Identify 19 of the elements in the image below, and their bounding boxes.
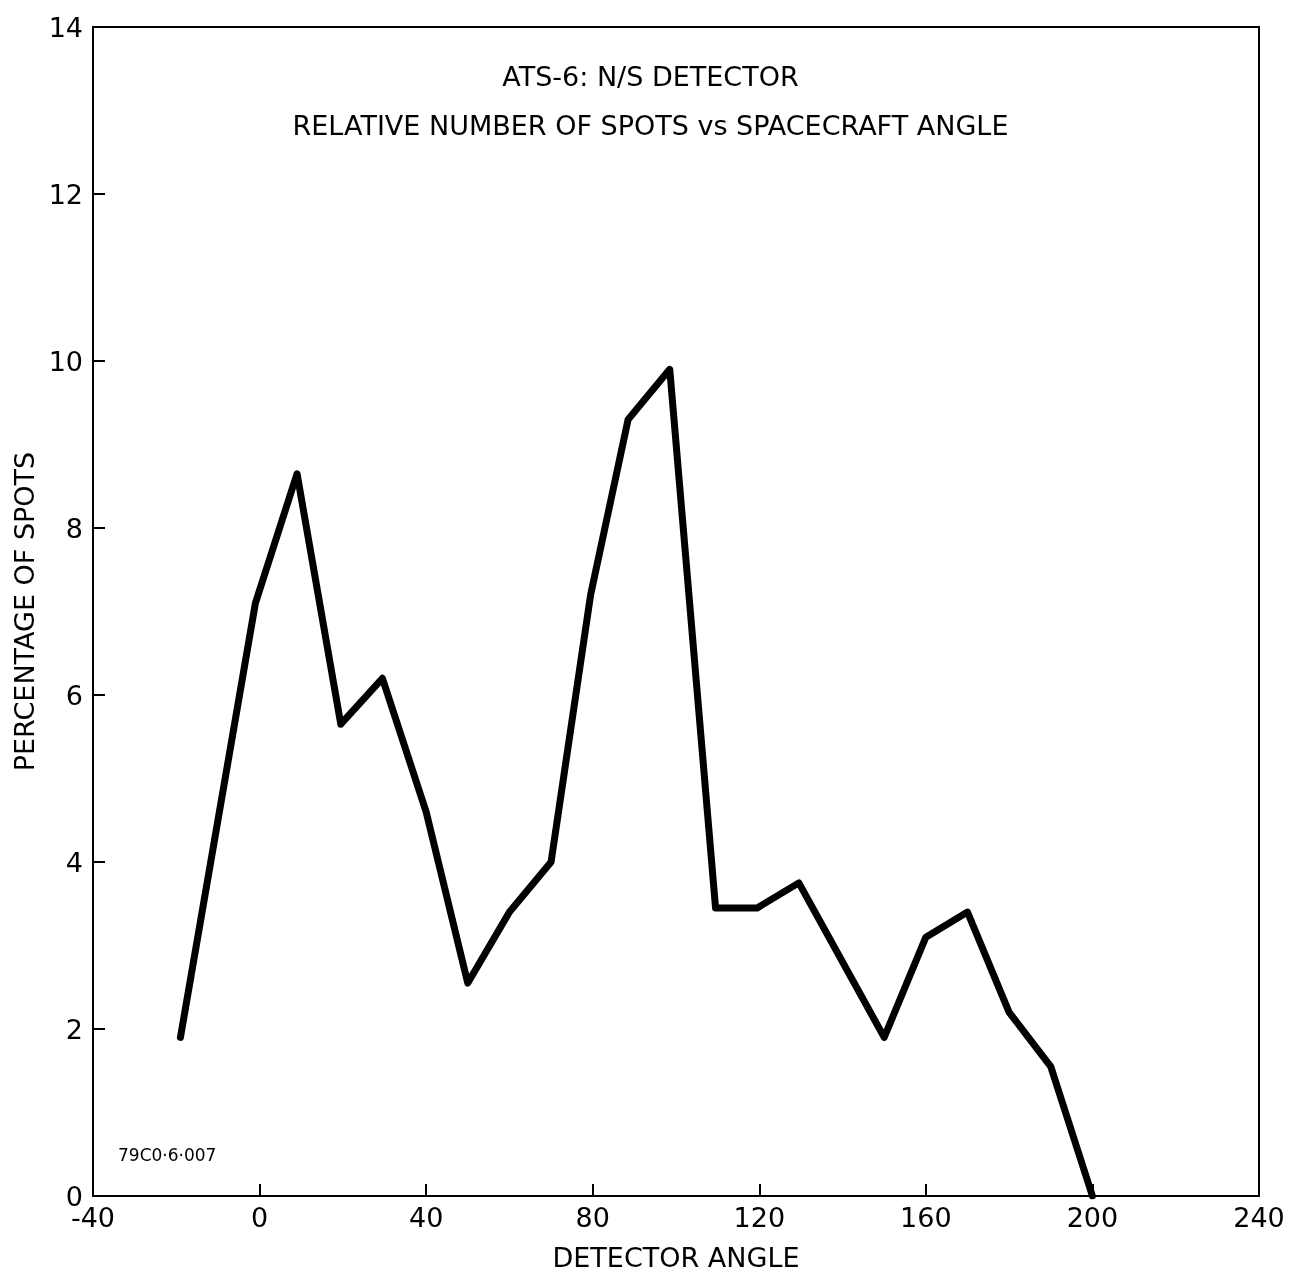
y-tick-label: 6 — [65, 679, 83, 711]
y-tick-label: 10 — [48, 345, 83, 377]
x-tick-label: 160 — [900, 1202, 952, 1233]
y-tick-label: 8 — [65, 512, 83, 544]
y-tick-label: 4 — [65, 846, 83, 878]
annotation: 79C0·6·007 — [118, 1144, 217, 1165]
y-tick-label: 14 — [48, 11, 83, 43]
y-tick-label: 2 — [65, 1013, 83, 1045]
x-tick-label: 120 — [733, 1202, 786, 1233]
x-tick-label: 240 — [1233, 1202, 1285, 1233]
x-tick-label: 40 — [408, 1202, 444, 1233]
x-tick-label: 0 — [250, 1202, 269, 1233]
x-axis-title: DETECTOR ANGLE — [552, 1242, 800, 1273]
text: ATS-6: N/S DETECTOR — [502, 61, 799, 92]
text: RELATIVE NUMBER OF SPOTS vs SPACECRAFT ANGLE — [292, 110, 1009, 141]
y-axis-title: PERCENTAGE OF SPOTS — [8, 451, 40, 772]
x-tick-label: 80 — [575, 1202, 610, 1233]
y-tick-label: 12 — [48, 178, 83, 210]
x-tick-label: 200 — [1066, 1202, 1119, 1233]
